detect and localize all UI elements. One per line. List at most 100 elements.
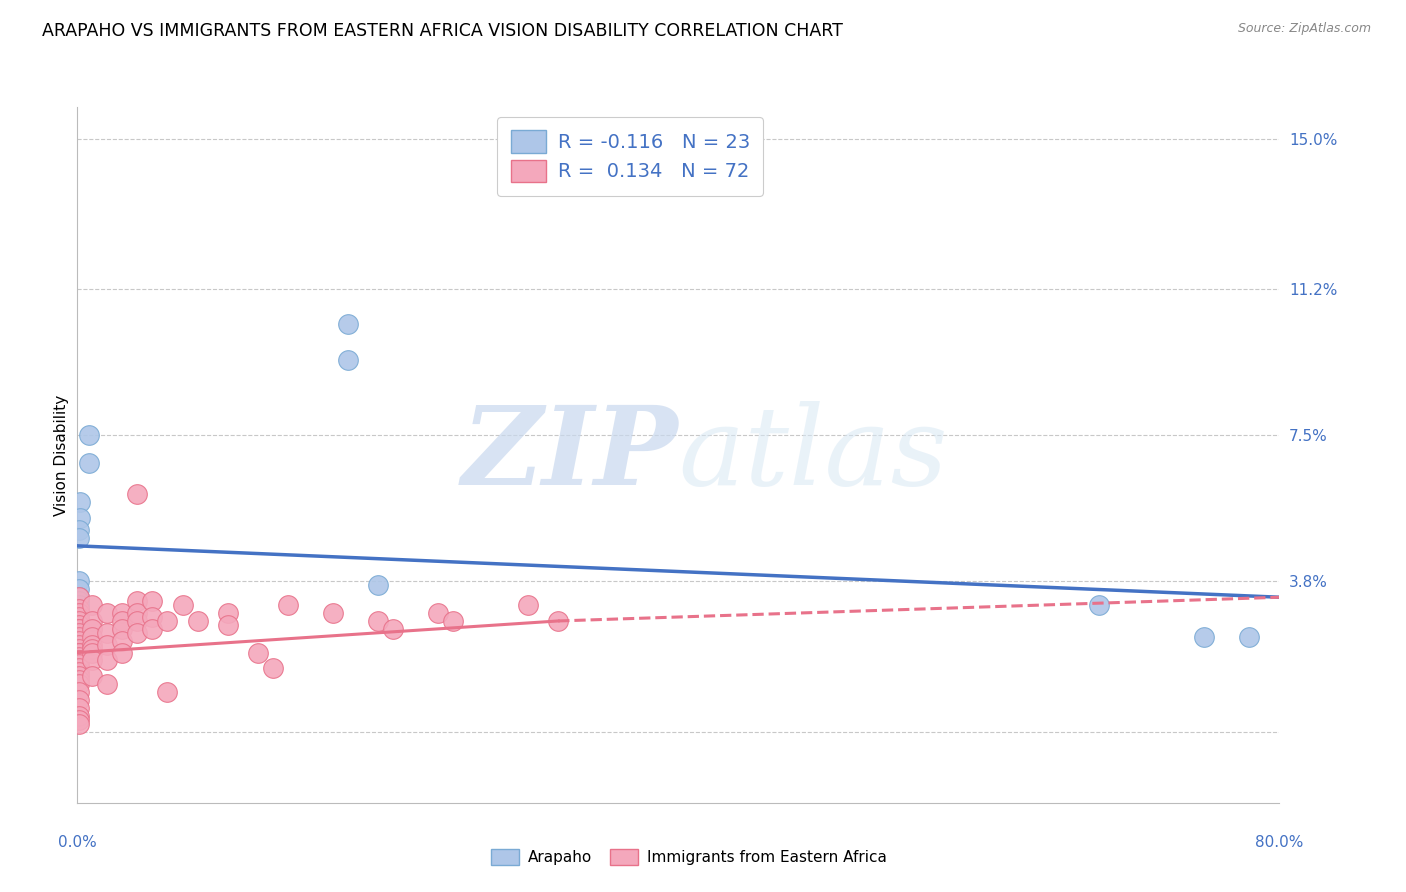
Point [69,495,91,509]
Point [67,594,90,608]
Point [127,594,149,608]
Point [336,353,359,368]
Point [1088,598,1111,612]
Point [79,428,101,442]
Point [111,633,134,648]
Point [127,614,149,628]
Point [82,669,104,683]
Point [67,606,90,620]
Point [67,622,90,636]
Point [1239,630,1261,644]
Point [67,523,90,537]
Point [277,598,299,612]
Point [67,673,90,688]
Point [217,606,239,620]
Point [127,606,149,620]
Point [336,318,359,332]
Point [82,630,104,644]
Point [67,618,90,632]
Point [67,618,90,632]
Point [67,602,90,616]
Point [96,677,118,691]
Point [67,614,90,628]
Point [67,582,90,597]
Point [67,531,90,545]
Point [82,622,104,636]
Point [67,638,90,652]
Point [96,625,118,640]
Point [67,630,90,644]
Point [67,574,90,589]
Point [186,614,209,628]
Text: 80.0%: 80.0% [1256,836,1303,850]
Point [67,693,90,707]
Point [67,669,90,683]
Point [67,641,90,656]
Point [67,657,90,672]
Text: ZIP: ZIP [461,401,679,508]
Point [79,456,101,470]
Point [381,622,404,636]
Point [67,708,90,723]
Point [67,602,90,616]
Point [82,598,104,612]
Point [82,653,104,667]
Point [67,606,90,620]
Point [67,701,90,715]
Point [82,614,104,628]
Point [111,646,134,660]
Point [127,625,149,640]
Text: Source: ZipAtlas.com: Source: ZipAtlas.com [1237,22,1371,36]
Point [67,591,90,605]
Point [67,649,90,664]
Point [82,638,104,652]
Point [441,614,464,628]
Point [367,578,389,592]
Point [367,614,389,628]
Point [111,614,134,628]
Point [67,646,90,660]
Point [96,653,118,667]
Point [67,622,90,636]
Point [69,511,91,525]
Text: ARAPAHO VS IMMIGRANTS FROM EASTERN AFRICA VISION DISABILITY CORRELATION CHART: ARAPAHO VS IMMIGRANTS FROM EASTERN AFRIC… [42,22,844,40]
Point [172,598,194,612]
Point [141,622,163,636]
Point [67,598,90,612]
Point [67,646,90,660]
Point [82,646,104,660]
Point [322,606,344,620]
Point [427,606,450,620]
Point [517,598,540,612]
Point [67,622,90,636]
Text: 0.0%: 0.0% [58,836,97,850]
Point [262,661,284,675]
Point [67,677,90,691]
Point [141,594,163,608]
Legend: R = -0.116   N = 23, R =  0.134   N = 72: R = -0.116 N = 23, R = 0.134 N = 72 [498,117,763,195]
Point [67,716,90,731]
Point [1194,630,1216,644]
Point [246,646,269,660]
Point [127,487,149,501]
Point [156,685,179,699]
Point [67,653,90,667]
Point [67,606,90,620]
Y-axis label: Vision Disability: Vision Disability [53,394,69,516]
Point [67,625,90,640]
Point [111,606,134,620]
Point [96,638,118,652]
Point [67,685,90,699]
Point [67,633,90,648]
Point [217,618,239,632]
Point [67,591,90,605]
Legend: Arapaho, Immigrants from Eastern Africa: Arapaho, Immigrants from Eastern Africa [485,843,893,871]
Point [82,641,104,656]
Point [141,610,163,624]
Point [67,653,90,667]
Point [67,610,90,624]
Point [67,661,90,675]
Point [67,614,90,628]
Point [156,614,179,628]
Point [96,606,118,620]
